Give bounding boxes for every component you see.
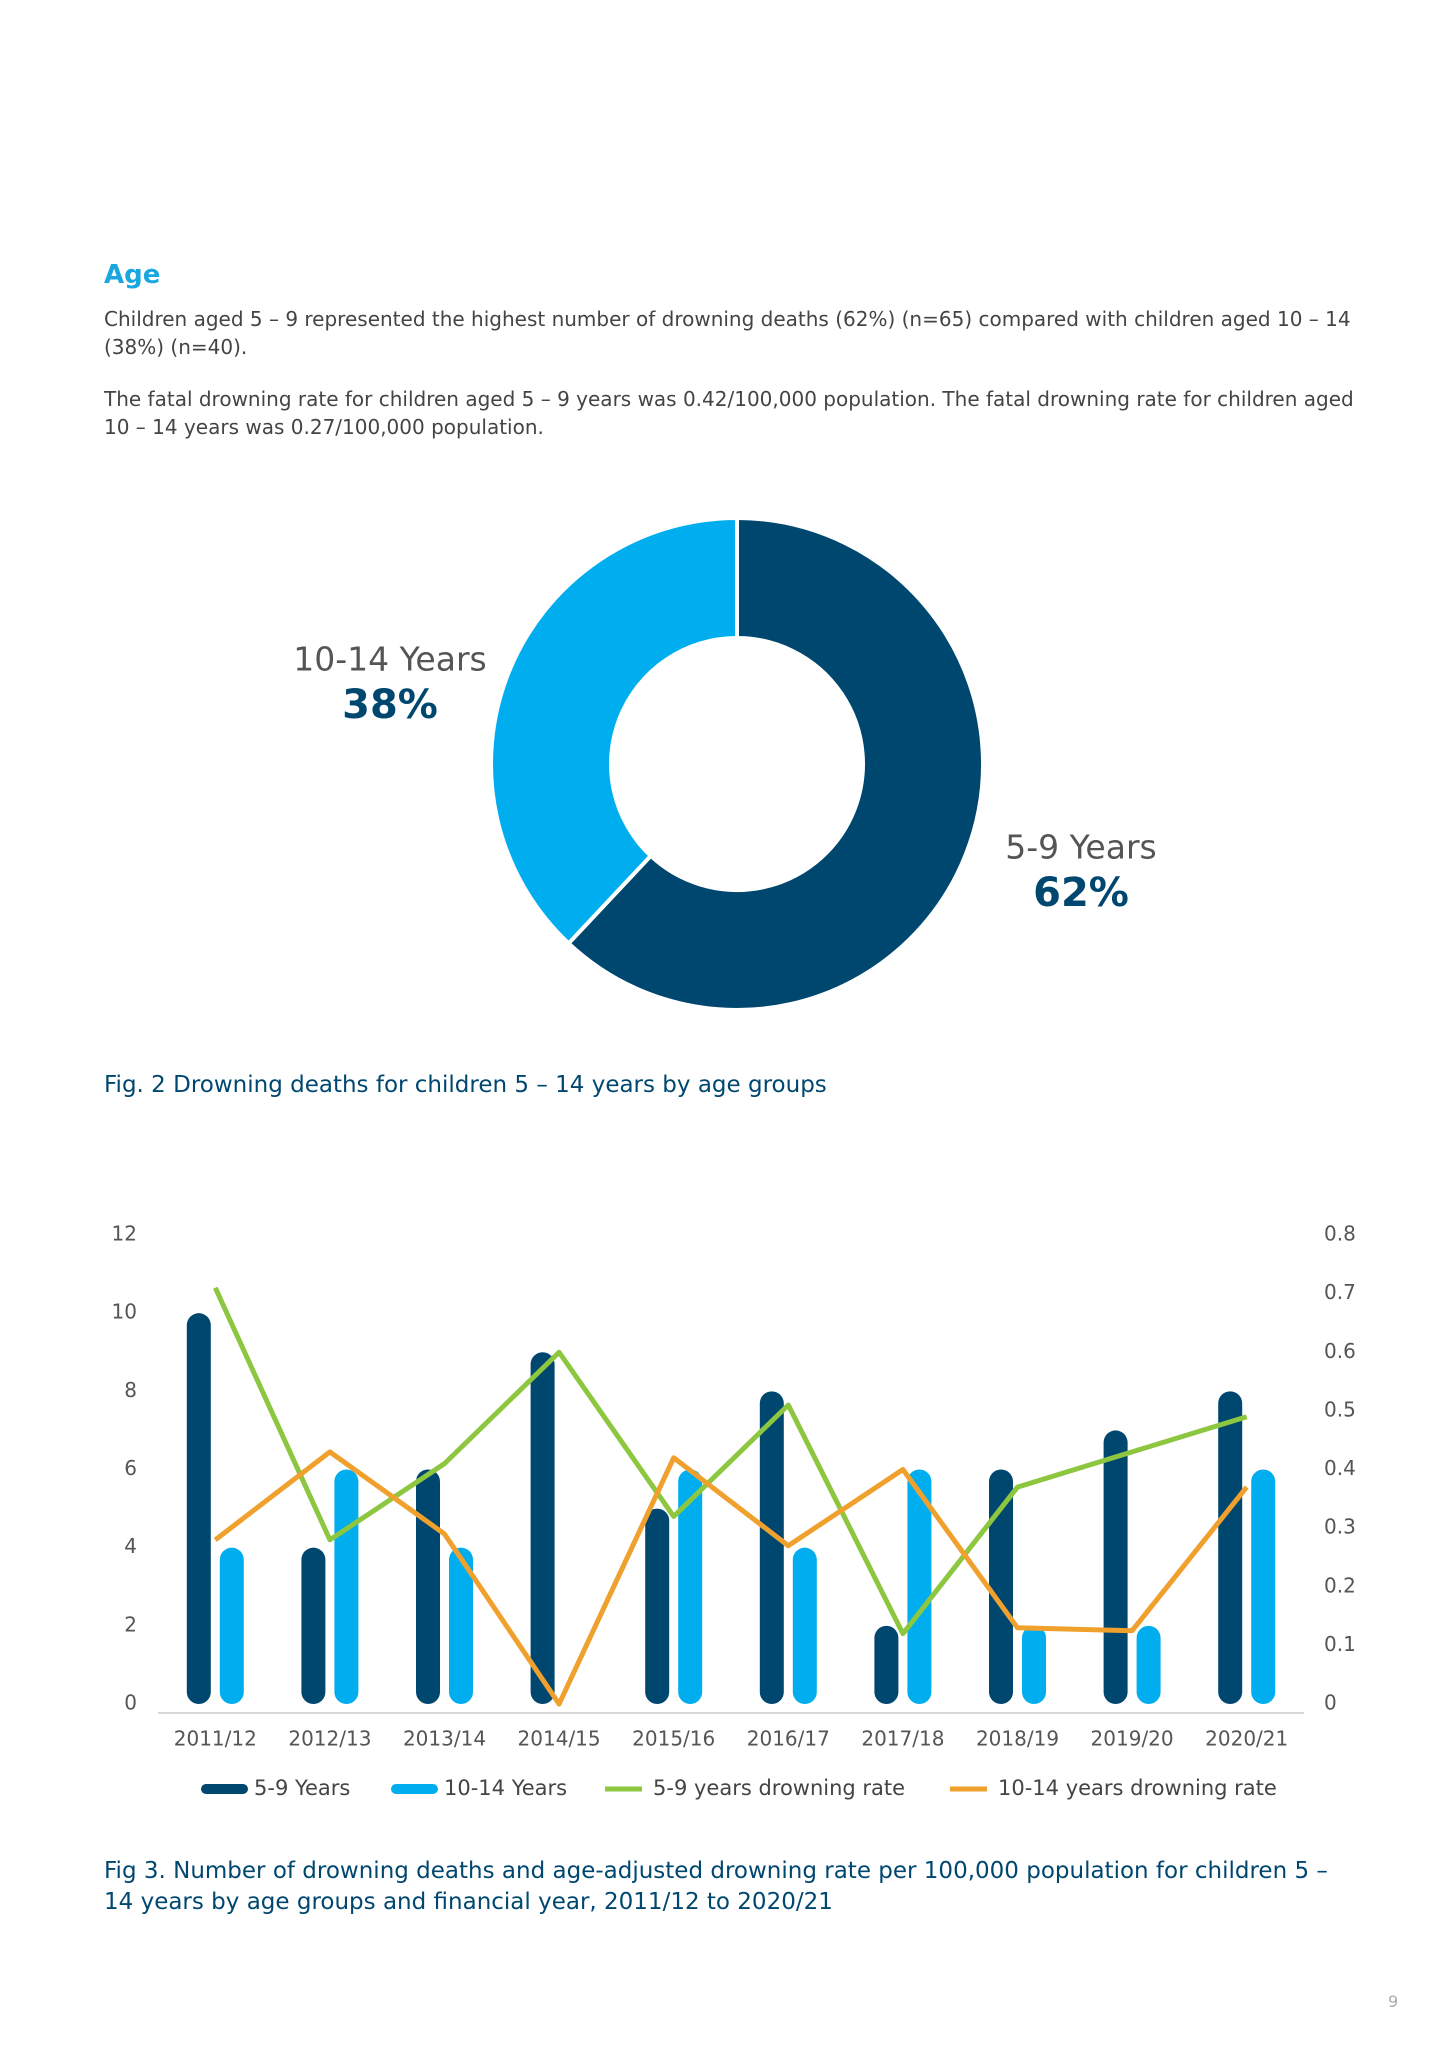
y2-tick-label: 0.7 [1324, 1280, 1356, 1304]
figure-caption: Fig. 2 Drowning deaths for children 5 – … [104, 1072, 827, 1098]
slice-label: 5-9 Years [1005, 828, 1156, 867]
bar [449, 1547, 473, 1704]
slice-value-label: 38% [342, 682, 438, 728]
y-tick-label: 10 [112, 1300, 137, 1324]
bar [530, 1352, 555, 1704]
y2-tick-label: 0.3 [1324, 1515, 1356, 1539]
paragraph: Children aged 5 – 9 represented the high… [104, 307, 1351, 359]
x-tick-label: 2019/20 [1091, 1727, 1174, 1751]
bar [301, 1547, 326, 1704]
slice-label: 10-14 Years [293, 640, 486, 679]
x-tick-label: 2013/14 [403, 1727, 486, 1751]
bar [186, 1313, 211, 1704]
legend-label: 10-14 years drowning rate [998, 1776, 1277, 1800]
bar [678, 1469, 703, 1704]
bar [1103, 1430, 1128, 1704]
bar [989, 1469, 1013, 1704]
bar [759, 1391, 784, 1704]
y-tick-label: 0 [124, 1691, 137, 1715]
y2-tick-label: 0.4 [1324, 1456, 1356, 1480]
x-tick-label: 2016/17 [747, 1727, 830, 1751]
bar [219, 1547, 244, 1704]
y2-tick-label: 0.8 [1324, 1222, 1356, 1246]
donut-slice [565, 515, 985, 1012]
legend-label: 5-9 Years [254, 1776, 350, 1800]
paragraph: The fatal drowning rate for children age… [104, 387, 1354, 439]
rate-line [213, 1286, 1248, 1637]
y-tick-label: 8 [124, 1378, 137, 1402]
bar [645, 1508, 670, 1704]
y-tick-label: 6 [124, 1456, 137, 1480]
y-tick-label: 12 [112, 1222, 137, 1246]
y2-tick-label: 0.2 [1324, 1573, 1356, 1597]
y-tick-label: 2 [124, 1612, 137, 1636]
bar [1218, 1391, 1243, 1704]
page-number: 9 [1388, 1992, 1399, 2011]
bar [1022, 1625, 1046, 1704]
bar [874, 1625, 899, 1704]
legend-label: 5-9 years drowning rate [653, 1776, 905, 1800]
legend-label: 10-14 Years [444, 1776, 567, 1800]
y-tick-label: 4 [124, 1534, 137, 1558]
x-tick-label: 2011/12 [174, 1727, 257, 1751]
slice-value-label: 62% [1033, 870, 1129, 916]
bar [1251, 1469, 1276, 1704]
section-heading: Age [104, 260, 161, 290]
bar [792, 1547, 817, 1704]
x-tick-label: 2015/16 [632, 1727, 715, 1751]
bar [416, 1469, 440, 1704]
bar [907, 1469, 932, 1704]
bar [334, 1469, 359, 1704]
x-tick-label: 2020/21 [1205, 1727, 1288, 1751]
y2-tick-label: 0.6 [1324, 1339, 1356, 1363]
bar [1136, 1625, 1161, 1704]
figure-caption: Fig 3. Number of drowning deaths and age… [104, 1858, 1328, 1915]
x-tick-label: 2014/15 [518, 1727, 601, 1751]
x-tick-label: 2012/13 [288, 1727, 371, 1751]
y2-tick-label: 0.5 [1324, 1397, 1356, 1421]
y2-tick-label: 0 [1324, 1691, 1337, 1715]
donut-slice [489, 515, 739, 947]
x-tick-label: 2018/19 [976, 1727, 1059, 1751]
y2-tick-label: 0.1 [1324, 1632, 1356, 1656]
rate-line [213, 1449, 1249, 1707]
x-tick-label: 2017/18 [861, 1727, 944, 1751]
